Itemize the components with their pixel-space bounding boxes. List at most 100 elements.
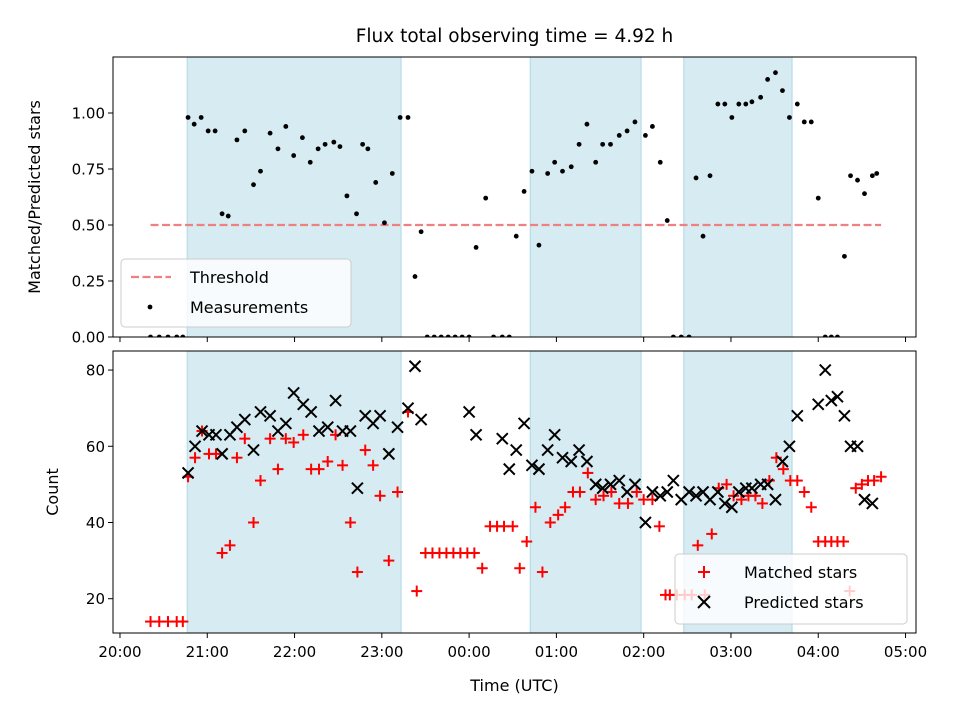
data-point — [181, 466, 195, 480]
data-point — [589, 478, 602, 491]
x-tick-label: 21:00 — [186, 643, 229, 661]
data-point — [275, 146, 281, 152]
x-axis-label: Time (UTC) — [469, 676, 558, 695]
data-point — [205, 128, 211, 134]
data-point — [195, 424, 209, 438]
data-point — [654, 489, 667, 503]
x-stroke-b — [382, 447, 396, 461]
data-point — [761, 478, 774, 491]
data-point — [242, 128, 248, 134]
data-point — [383, 555, 395, 567]
x-stroke-b — [263, 409, 277, 422]
data-point — [279, 417, 293, 430]
data-point — [689, 489, 703, 503]
data-point — [593, 159, 599, 165]
data-point — [382, 447, 396, 461]
data-point — [496, 432, 509, 445]
data-point — [156, 334, 162, 337]
data-point — [165, 334, 171, 337]
data-point — [632, 119, 638, 125]
data-point — [646, 485, 659, 499]
legend: Matched stars Predicted stars — [674, 553, 908, 625]
data-point — [851, 440, 864, 453]
data-point — [650, 124, 655, 129]
data-point — [866, 497, 879, 510]
data-point — [544, 516, 556, 528]
data-point — [868, 475, 880, 487]
data-point — [234, 137, 240, 143]
data-point — [736, 101, 742, 107]
x-stroke-b — [532, 462, 546, 476]
data-point — [198, 115, 204, 120]
data-point — [815, 195, 821, 201]
data-point — [777, 463, 789, 475]
x-stroke-b — [661, 485, 674, 499]
x-stroke-b — [541, 443, 554, 457]
x-stroke-b — [812, 398, 825, 411]
data-point — [354, 211, 359, 217]
data-point — [329, 394, 342, 407]
data-point — [401, 401, 415, 415]
y-axis-label: Count — [43, 468, 62, 516]
data-point — [838, 409, 851, 422]
data-point — [359, 444, 371, 456]
data-point — [560, 168, 565, 174]
data-point — [263, 409, 277, 422]
data-point — [639, 516, 652, 529]
data-point — [670, 334, 676, 337]
data-point — [657, 159, 663, 165]
x-stroke-b — [304, 405, 318, 419]
data-point — [405, 115, 411, 120]
data-point — [758, 94, 764, 100]
data-point — [682, 485, 696, 499]
data-point — [280, 433, 292, 445]
x-stroke-b — [469, 428, 483, 442]
data-point — [556, 451, 569, 464]
data-point — [608, 141, 613, 147]
y-tick-label: 1.00 — [72, 105, 105, 123]
legend-label: Matched stars — [744, 563, 857, 582]
data-point — [711, 485, 725, 499]
data-point — [510, 443, 523, 457]
data-point — [514, 562, 526, 574]
data-point — [664, 218, 670, 223]
data-point — [700, 233, 706, 239]
data-point — [574, 486, 586, 498]
y-tick-label: 0.00 — [72, 329, 105, 347]
data-point — [283, 124, 289, 129]
data-point — [856, 478, 868, 490]
data-point — [304, 405, 318, 419]
x-tick-label: 01:00 — [535, 643, 578, 661]
x-stroke-b — [831, 390, 844, 403]
series-measurements — [148, 70, 880, 337]
data-point — [351, 481, 364, 495]
data-point — [596, 481, 609, 495]
data-point — [148, 334, 153, 337]
x-stroke-b — [825, 394, 838, 407]
y-tick-label: 0.50 — [72, 217, 105, 235]
data-point — [525, 459, 539, 472]
data-point — [794, 101, 800, 107]
data-point — [431, 334, 437, 337]
data-point — [728, 490, 740, 502]
x-tick-label: 20:00 — [98, 643, 141, 661]
x-stroke-b — [628, 478, 642, 491]
x-stroke-b — [391, 421, 404, 434]
x-stroke-b — [254, 405, 267, 419]
data-point — [468, 547, 480, 559]
x-stroke-b — [279, 417, 293, 430]
x-stroke-b — [181, 466, 195, 480]
x-stroke-b — [238, 413, 252, 426]
data-point — [805, 501, 817, 513]
x-stroke-b — [287, 386, 300, 400]
series-predicted-stars — [181, 360, 879, 529]
data-point — [418, 229, 424, 235]
chart-title: Flux total observing time = 4.92 h — [356, 26, 674, 47]
x-stroke-b — [548, 428, 561, 442]
data-point — [858, 493, 871, 506]
observing-span-1 — [529, 57, 642, 337]
x-stroke-b — [696, 485, 710, 499]
data-point — [643, 133, 648, 138]
data-point — [559, 501, 571, 513]
data-point — [264, 433, 276, 445]
